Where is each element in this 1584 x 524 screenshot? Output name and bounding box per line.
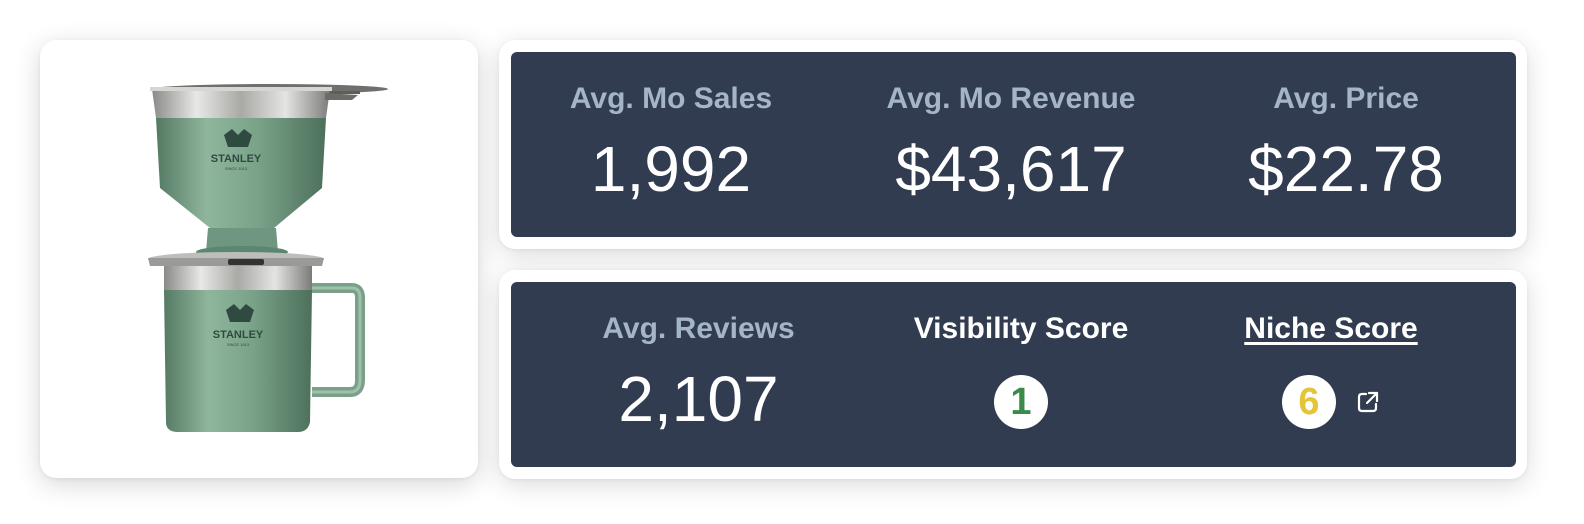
niche-score-link[interactable]: Niche Score (1244, 312, 1418, 345)
visibility-score-label: Visibility Score (913, 312, 1129, 345)
product-image: STANLEY SINCE 1913 STANLEY SINCE 1913 (148, 84, 388, 432)
avg-reviews-label: Avg. Reviews (602, 312, 795, 345)
niche-score-metric: Niche Score 6 (1186, 282, 1476, 467)
avg-mo-revenue-label: Avg. Mo Revenue (886, 82, 1136, 115)
avg-reviews-value: 2,107 (618, 363, 779, 435)
visibility-score-badge: 1 (994, 375, 1048, 429)
avg-mo-revenue-value: $43,617 (895, 133, 1127, 205)
avg-mo-sales-value: 1,992 (590, 133, 752, 205)
scores-card: Avg. Reviews 2,107 Visibility Score 1 Ni… (499, 270, 1527, 479)
dripper-tagline-text: SINCE 1913 (225, 166, 248, 171)
dripper-brand-text: STANLEY (211, 153, 262, 165)
niche-score-badge: 6 (1282, 375, 1336, 429)
external-link-icon[interactable] (1354, 388, 1382, 416)
avg-price-metric: Avg. Price $22.78 (1191, 52, 1501, 237)
product-image-card: STANLEY SINCE 1913 STANLEY SINCE 1913 (40, 40, 478, 478)
avg-price-value: $22.78 (1248, 133, 1444, 205)
scores-panel: Avg. Reviews 2,107 Visibility Score 1 Ni… (511, 282, 1516, 467)
visibility-score-metric: Visibility Score 1 (856, 282, 1186, 467)
sales-summary-panel: Avg. Mo Sales 1,992 Avg. Mo Revenue $43,… (511, 52, 1516, 237)
mug-brand-text: STANLEY (213, 329, 264, 341)
avg-price-label: Avg. Price (1273, 82, 1419, 115)
avg-mo-sales-label: Avg. Mo Sales (569, 82, 773, 115)
avg-mo-revenue-metric: Avg. Mo Revenue $43,617 (831, 52, 1191, 237)
avg-reviews-metric: Avg. Reviews 2,107 (541, 282, 856, 467)
avg-mo-sales-metric: Avg. Mo Sales 1,992 (511, 52, 831, 237)
sales-summary-card: Avg. Mo Sales 1,992 Avg. Mo Revenue $43,… (499, 40, 1527, 249)
mug-tagline-text: SINCE 1913 (227, 342, 250, 347)
